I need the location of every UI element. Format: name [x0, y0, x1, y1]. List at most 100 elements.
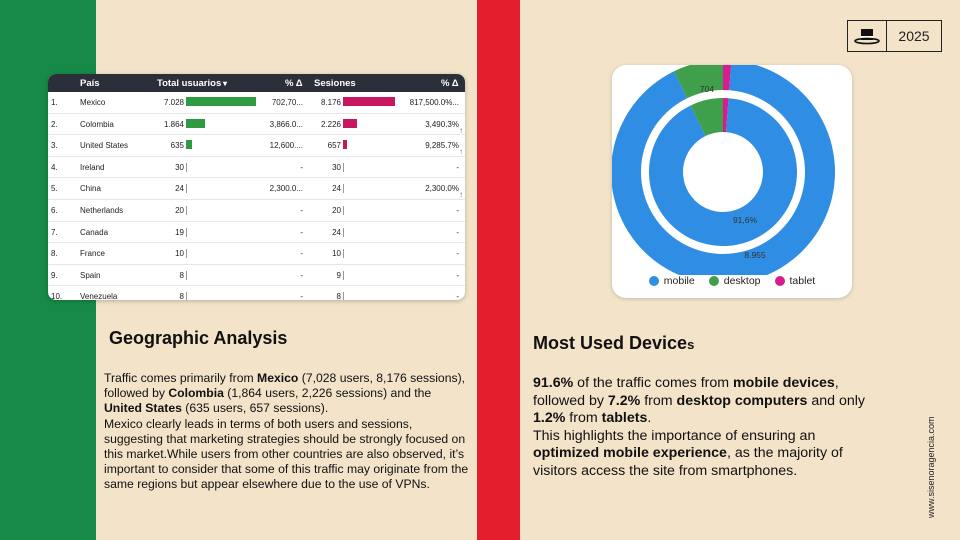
- inner-tablet-slice[interactable]: [723, 98, 729, 133]
- row-sessions: 24: [332, 227, 341, 237]
- sessions-bar: [343, 292, 344, 300]
- bold-text-4: 7.2%: [607, 392, 641, 409]
- row-sessions-delta: -: [456, 227, 459, 237]
- sessions-bar: [343, 140, 347, 150]
- header-country[interactable]: País: [80, 78, 100, 89]
- row-sessions: 8: [336, 292, 341, 300]
- row-country: Colombia: [80, 119, 114, 129]
- sessions-bar: [343, 97, 395, 106]
- row-users-delta: 2,300.0...: [269, 184, 303, 194]
- legend-label-tablet: tablet: [789, 275, 816, 287]
- inner-desktop-slice[interactable]: [690, 98, 723, 137]
- text-run-0: Traffic comes primarily from: [104, 371, 258, 385]
- header-users-delta[interactable]: % Δ: [285, 78, 303, 89]
- row-users: 8: [179, 270, 184, 280]
- outer-desktop-slice[interactable]: [674, 60, 723, 99]
- row-users: 1.864: [163, 119, 184, 129]
- row-users: 20: [175, 205, 184, 215]
- row-rank: 9.: [51, 270, 58, 280]
- bold-text-10: tablets: [601, 410, 648, 427]
- row-sessions: 8.176: [320, 98, 341, 107]
- row-rank: 8.: [51, 249, 58, 259]
- bold-text-3: Colombia: [168, 386, 224, 401]
- text-run-2: (7,028 users, 8,176 sessions), followed …: [104, 371, 466, 401]
- legend-item-desktop[interactable]: desktop: [708, 275, 761, 287]
- row-sessions: 657: [327, 141, 341, 151]
- row-sessions: 20: [332, 205, 341, 215]
- row-users-delta: -: [300, 292, 303, 300]
- row-country: Mexico: [80, 98, 106, 107]
- row-users: 8: [179, 292, 184, 300]
- text-run-3: , followed by: [533, 375, 839, 409]
- devices-title-suffix: s: [687, 337, 695, 352]
- row-rank: 6.: [51, 205, 58, 215]
- table-row[interactable]: 6. Netherlands 20 - 20 -: [48, 200, 465, 222]
- outer-desktop-value-label: 704: [700, 84, 714, 94]
- table-row[interactable]: 1. Mexico 7.028 702,70... 8.176 817,500.0%...: [48, 92, 465, 114]
- header-sessions-delta[interactable]: % Δ: [441, 78, 459, 89]
- geo-paragraph-2: Mexico clearly leads in terms of both us…: [104, 416, 469, 492]
- text-run-4: (1,864 users, 2,226 sessions) and the: [223, 386, 432, 401]
- table-row[interactable]: 4. Ireland 30 - 30 -: [48, 157, 465, 179]
- text-run-2: , as the majority of visitors access the…: [533, 445, 843, 479]
- devices-donut-chart: 704 91,6% 8.955: [611, 60, 835, 284]
- bold-text-0: 91.6%: [533, 375, 574, 391]
- table-row[interactable]: 10. Venezuela 8 - 8 -: [48, 286, 465, 300]
- geo-paragraph-1: Traffic comes primarily from Mexico (7,0…: [104, 371, 472, 417]
- users-bar: [186, 227, 187, 237]
- inner-mobile-slice[interactable]: [649, 98, 797, 247]
- sort-desc-icon[interactable]: ▾: [223, 79, 228, 88]
- row-rank: 2.: [51, 119, 58, 129]
- row-users: 7.028: [163, 98, 184, 107]
- row-sessions-delta: 817,500.0%...: [409, 98, 459, 107]
- table-row[interactable]: 3. United States 635 12,600.... 657 9,285.7% …: [48, 135, 465, 157]
- row-sessions: 30: [332, 162, 341, 172]
- header-sessions[interactable]: Sesiones: [314, 78, 356, 89]
- row-rank: 5.: [51, 184, 58, 194]
- devices-chart-card: 704 91,6% 8.955 mobile desktop tablet: [611, 60, 852, 298]
- brand-box: 2025: [847, 20, 942, 52]
- table-row[interactable]: 9. Spain 8 - 9 -: [48, 265, 465, 287]
- row-rank: 10.: [51, 292, 63, 300]
- table-row[interactable]: 5. China 24 2,300.0... 24 2,300.0% ↑: [48, 178, 465, 200]
- legend-item-mobile[interactable]: mobile: [648, 275, 695, 287]
- row-sessions-delta: -: [456, 249, 459, 259]
- geographic-analysis-title: Geographic Analysis: [109, 328, 288, 348]
- row-country: France: [80, 249, 105, 259]
- table-header: País Total usuarios ▾ % Δ Sesiones % Δ: [48, 74, 465, 92]
- header-users[interactable]: Total usuarios: [157, 78, 222, 89]
- row-country: United States: [80, 141, 129, 151]
- bold-text-2: mobile devices: [733, 375, 835, 391]
- country-table: País Total usuarios ▾ % Δ Sesiones % Δ 1…: [48, 74, 465, 300]
- devices-paragraph-1: 91.6% of the traffic comes from mobile d…: [533, 375, 873, 428]
- row-sessions: 24: [332, 184, 341, 194]
- row-sessions-delta: 3,490.3% ↑: [425, 119, 463, 135]
- year-label: 2025: [898, 28, 930, 44]
- row-sessions-delta: -: [456, 162, 459, 172]
- text-run-1: of the traffic comes from: [573, 375, 734, 391]
- row-sessions: 9: [336, 270, 341, 280]
- row-users-delta: -: [300, 270, 303, 280]
- table-row[interactable]: 2. Colombia 1.864 3,866.0... 2.226 3,490.3% ↑: [48, 114, 465, 136]
- row-users-delta: -: [300, 227, 303, 237]
- text-run-5: from: [640, 392, 677, 409]
- row-sessions-delta: -: [456, 270, 459, 280]
- row-country: Ireland: [80, 162, 105, 172]
- row-users-delta: 702,70...: [271, 98, 303, 107]
- bold-text-1: optimized mobile experience: [533, 445, 727, 462]
- bold-text-5: United States: [104, 401, 182, 416]
- devices-title-main: Most Used Device: [533, 333, 688, 353]
- row-country: Spain: [80, 270, 101, 280]
- users-bar: [186, 249, 187, 259]
- chart-legend: mobile desktop tablet: [612, 275, 852, 287]
- legend-item-tablet[interactable]: tablet: [774, 275, 816, 287]
- outer-tablet-slice[interactable]: [723, 60, 732, 91]
- text-run-11: .: [647, 410, 652, 427]
- table-row[interactable]: 7. Canada 19 - 24 -: [48, 222, 465, 244]
- website-url[interactable]: www.sisenoragencia.com: [926, 416, 936, 518]
- row-sessions: 2.226: [320, 119, 341, 129]
- sessions-bar: [343, 270, 344, 280]
- users-bar: [186, 184, 187, 194]
- table-row[interactable]: 8. France 10 - 10 -: [48, 243, 465, 265]
- row-users: 19: [175, 227, 184, 237]
